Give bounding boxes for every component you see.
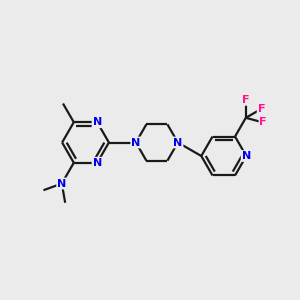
Text: N: N	[131, 137, 140, 148]
Text: N: N	[173, 137, 182, 148]
Text: N: N	[93, 158, 102, 168]
Text: F: F	[258, 104, 265, 114]
Text: F: F	[242, 95, 250, 105]
Text: N: N	[242, 151, 251, 161]
Text: F: F	[260, 118, 267, 128]
Text: N: N	[57, 178, 66, 188]
Text: N: N	[93, 117, 102, 127]
